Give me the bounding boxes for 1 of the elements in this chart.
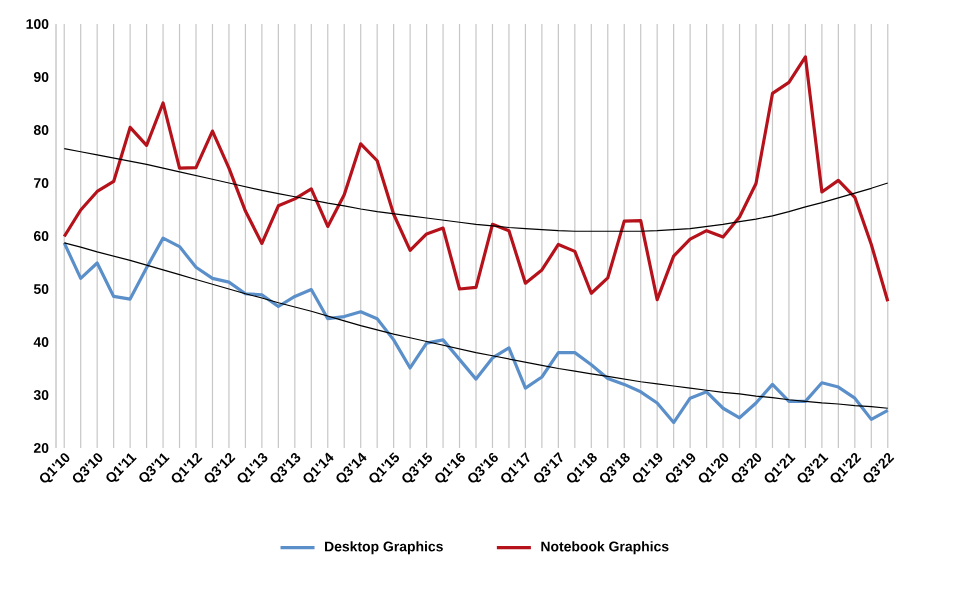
line-series (62, 55, 890, 303)
